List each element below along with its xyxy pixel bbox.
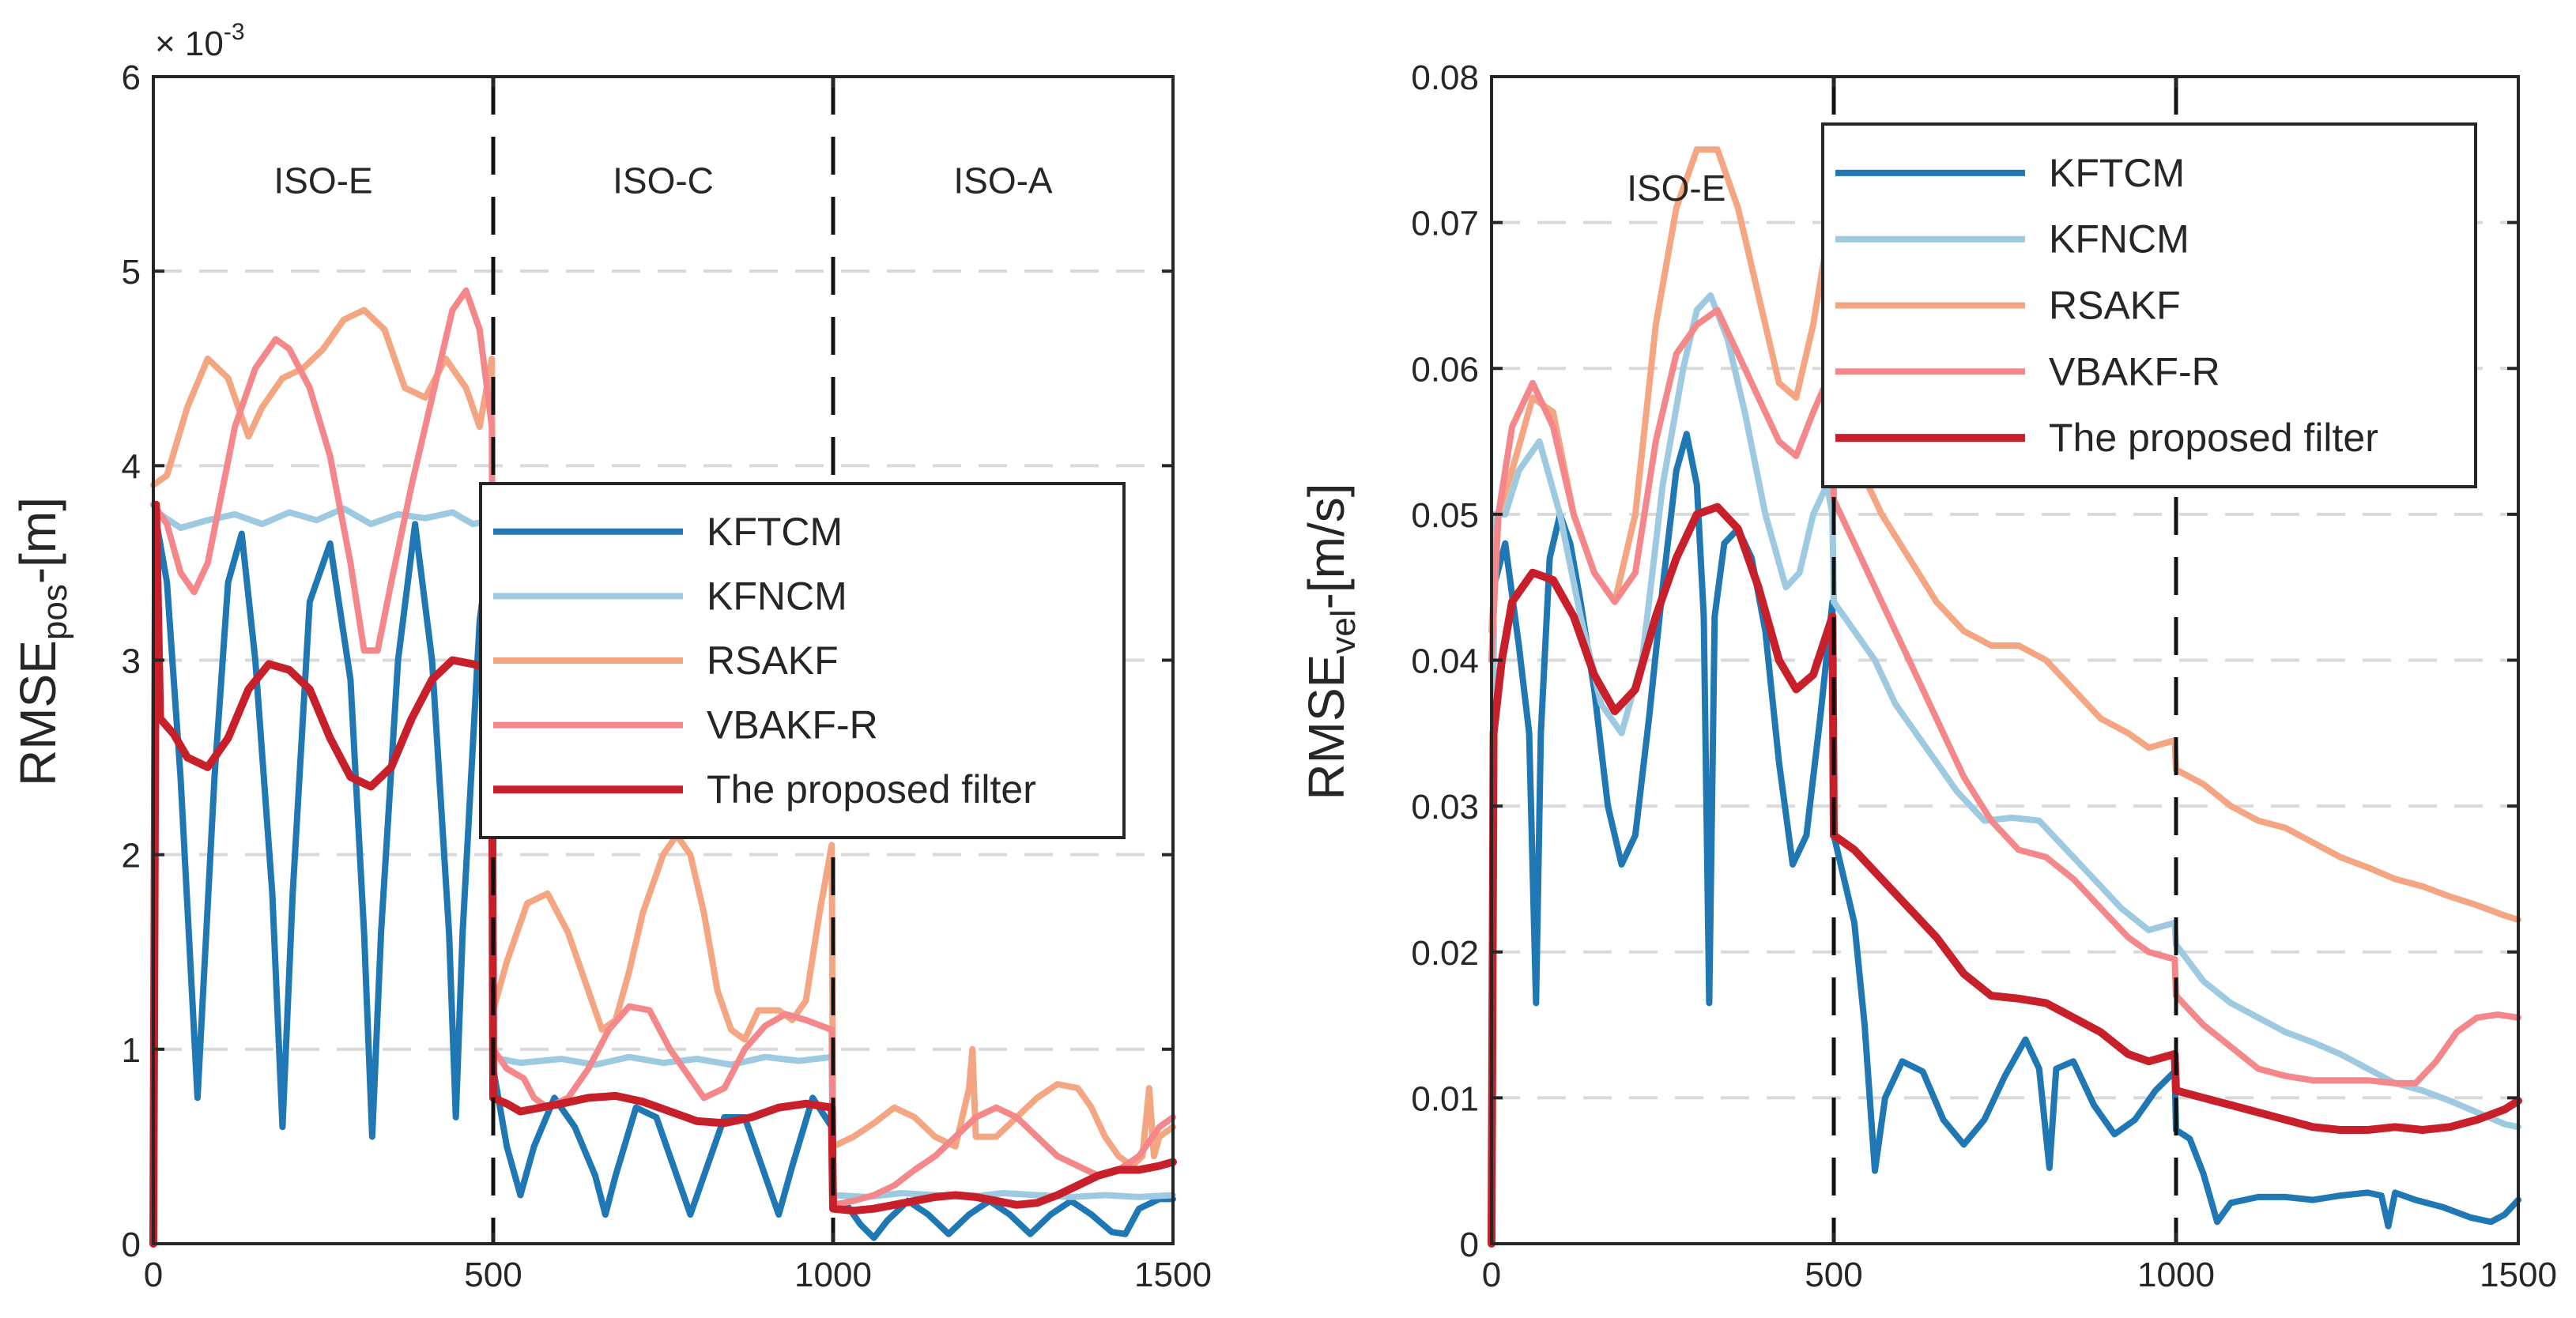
- series-line-vbakf-r: [150, 287, 1176, 1208]
- series-line-kftcm: [150, 521, 1176, 1241]
- y-tick-label: 0.02: [1411, 934, 1479, 973]
- region-label: ISO-E: [1627, 168, 1726, 209]
- legend-entry: VBAKF-R: [2049, 349, 2220, 394]
- y-axis-label: RMSEpos-[m]: [9, 497, 74, 786]
- exponent-base: × 10: [155, 24, 224, 63]
- y-tick-label: 0.01: [1411, 1079, 1479, 1118]
- y-axis-label-main: RMSE: [1298, 654, 1355, 800]
- y-axis-label: RMSEvel-[m/s]: [1298, 483, 1363, 800]
- series-line-kftcm: [1488, 431, 2521, 1247]
- x-tick-label: 1500: [1134, 1256, 1212, 1294]
- y-tick-label: 3: [122, 642, 141, 681]
- x-tick-label: 500: [1805, 1256, 1862, 1294]
- legend-entry: KFTCM: [707, 510, 843, 554]
- y-tick-label: 0.05: [1411, 496, 1479, 535]
- x-tick-label: 1000: [794, 1256, 872, 1294]
- y-tick-label: 0.08: [1411, 58, 1479, 97]
- y-tick-label: 0: [1460, 1226, 1479, 1264]
- y-tick-label: 0.03: [1411, 788, 1479, 827]
- x-tick-label: 1500: [2480, 1256, 2557, 1294]
- legend-entry: RSAKF: [2049, 284, 2181, 328]
- legend-entry: KFTCM: [2049, 151, 2185, 195]
- y-tick-label: 0.06: [1411, 350, 1479, 389]
- x-tick-label: 1000: [2137, 1256, 2215, 1294]
- legend-entry: RSAKF: [707, 638, 839, 683]
- y-tick-label: 0.07: [1411, 205, 1479, 243]
- y-tick-label: 5: [122, 253, 141, 292]
- velocity-rmse-chart: RMSEvel-[m/s] ISO-E 0 0.01 0.02 0.03 0.04 0.05…: [1298, 58, 2557, 1294]
- y-axis-label-subscript: pos: [36, 584, 74, 640]
- legend-entry: The proposed filter: [2049, 416, 2378, 460]
- legend: KFTCM KFNCM RSAKF VBAKF-R The proposed filte…: [479, 482, 1126, 839]
- legend: KFTCM KFNCM RSAKF VBAKF-R The proposed filte…: [1821, 122, 2477, 488]
- exponent-label: × 10-3: [155, 19, 245, 63]
- y-tick-label: 2: [122, 837, 141, 876]
- region-label: ISO-A: [953, 160, 1053, 201]
- y-axis-label-unit: -[m/s]: [1298, 483, 1355, 609]
- legend-entry: KFNCM: [2049, 217, 2189, 262]
- series-line-vbakf-r: [1488, 307, 2521, 1086]
- x-tick-label: 0: [1482, 1256, 1501, 1294]
- x-tick-label: 0: [144, 1256, 163, 1294]
- legend-entry: KFNCM: [707, 574, 847, 618]
- exponent-power: -3: [224, 19, 245, 45]
- y-axis-label-main: RMSE: [9, 640, 66, 786]
- y-tick-label: 1: [122, 1031, 141, 1070]
- region-label: ISO-E: [273, 160, 372, 201]
- x-tick-label: 500: [464, 1256, 522, 1294]
- series-line-the-proposed-filter: [149, 500, 1177, 1248]
- y-tick-label: 0.04: [1411, 642, 1479, 681]
- series-line-rsakf: [1488, 146, 2521, 924]
- position-rmse-chart: RMSEpos-[m] × 10-3 ISO-E ISO-C ISO-A 0 1 2 3 4 5…: [9, 19, 1212, 1294]
- legend-entry: The proposed filter: [707, 767, 1036, 812]
- series-line-rsakf: [150, 307, 1176, 1169]
- y-tick-label: 0: [122, 1226, 141, 1264]
- y-tick-label: 4: [122, 447, 141, 486]
- y-axis-label-subscript: vel: [1324, 609, 1363, 653]
- y-tick-label: 6: [122, 58, 141, 97]
- region-label: ISO-C: [613, 160, 714, 201]
- series-line-kfncm: [1488, 292, 2521, 1247]
- series-line-the-proposed-filter: [1488, 503, 2522, 1248]
- y-axis-label-unit: -[m]: [9, 497, 66, 584]
- legend-entry: VBAKF-R: [707, 703, 878, 747]
